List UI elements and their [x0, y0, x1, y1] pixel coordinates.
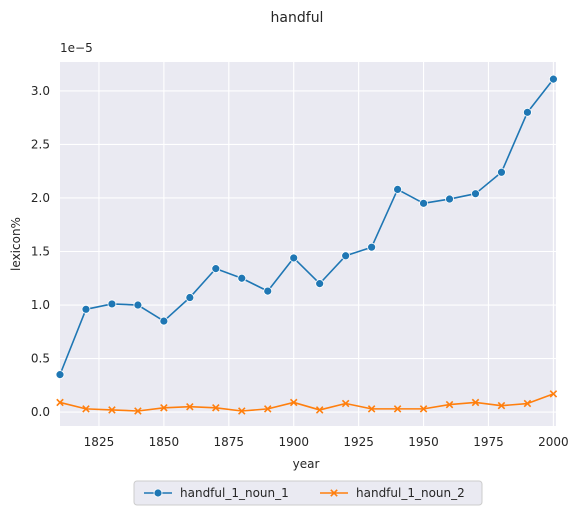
data-point — [237, 273, 247, 283]
data-point — [419, 405, 428, 413]
data-point — [211, 264, 221, 274]
x-axis-ticks: 1825 1850 1875 1900 1925 1950 1975 2000 — [84, 435, 569, 449]
series-lines — [59, 78, 555, 412]
data-point — [341, 399, 350, 408]
x-tick-label: 1900 — [278, 435, 309, 449]
y-offset-text: 1e−5 — [60, 41, 93, 55]
y-tick-label: 1.5 — [31, 244, 50, 258]
x-tick-label: 1925 — [343, 435, 374, 449]
gridlines — [60, 62, 556, 426]
y-tick-label: 0.0 — [31, 405, 50, 419]
data-point — [212, 404, 220, 412]
data-point — [289, 253, 299, 263]
data-point — [497, 401, 506, 410]
series-line-2 — [59, 393, 554, 412]
legend-box — [133, 480, 483, 506]
data-point — [315, 279, 325, 289]
chart-title: handful — [271, 10, 324, 26]
data-point — [523, 107, 532, 117]
legend-label: handful_1_noun_1 — [180, 486, 289, 500]
data-point — [186, 402, 194, 411]
x-tick-label: 1975 — [473, 435, 504, 449]
data-point — [419, 198, 428, 208]
data-point — [367, 405, 376, 413]
y-tick-label: 1.0 — [31, 298, 50, 312]
data-point — [263, 405, 272, 413]
data-point — [81, 304, 91, 314]
series-markers — [55, 74, 558, 415]
data-point — [107, 299, 117, 309]
plot-area — [60, 62, 556, 426]
y-axis-ticks: 0.0 0.5 1.0 1.5 2.0 2.5 3.0 — [31, 84, 50, 419]
data-point — [471, 398, 480, 407]
series-line-1 — [59, 78, 555, 375]
data-point — [263, 286, 273, 296]
legend-marker — [330, 489, 338, 497]
data-point — [134, 407, 142, 415]
data-point — [393, 405, 402, 413]
y-tick-label: 0.5 — [31, 352, 50, 366]
data-point — [82, 405, 90, 413]
data-point — [55, 370, 65, 380]
x-tick-label: 1825 — [84, 435, 115, 449]
data-point — [289, 398, 298, 407]
data-point — [497, 167, 506, 177]
data-point — [341, 251, 351, 261]
legend: handful_1_noun_1 handful_1_noun_2 — [133, 480, 483, 506]
data-point — [160, 404, 168, 412]
x-tick-label: 1875 — [214, 435, 245, 449]
y-axis-label: lexicon% — [9, 217, 23, 271]
data-point — [133, 300, 143, 310]
data-point — [185, 293, 195, 302]
data-point — [56, 398, 64, 407]
legend-marker — [153, 488, 163, 498]
x-tick-label: 2000 — [538, 435, 569, 449]
y-tick-label: 2.0 — [31, 191, 50, 205]
data-point — [159, 316, 169, 326]
data-point — [367, 242, 377, 252]
data-point — [523, 399, 532, 408]
x-tick-label: 1950 — [408, 435, 439, 449]
y-tick-label: 3.0 — [31, 84, 50, 98]
data-point — [108, 406, 116, 414]
data-point — [445, 194, 454, 204]
x-tick-label: 1850 — [149, 435, 180, 449]
data-point — [393, 184, 402, 194]
legend-label: handful_1_noun_2 — [356, 486, 465, 500]
y-tick-label: 2.5 — [31, 137, 50, 151]
x-axis-label: year — [293, 457, 320, 471]
data-point — [549, 390, 558, 398]
data-point — [238, 407, 246, 415]
data-point — [445, 400, 454, 409]
data-point — [315, 406, 324, 414]
data-point — [549, 74, 558, 84]
data-point — [471, 189, 480, 199]
